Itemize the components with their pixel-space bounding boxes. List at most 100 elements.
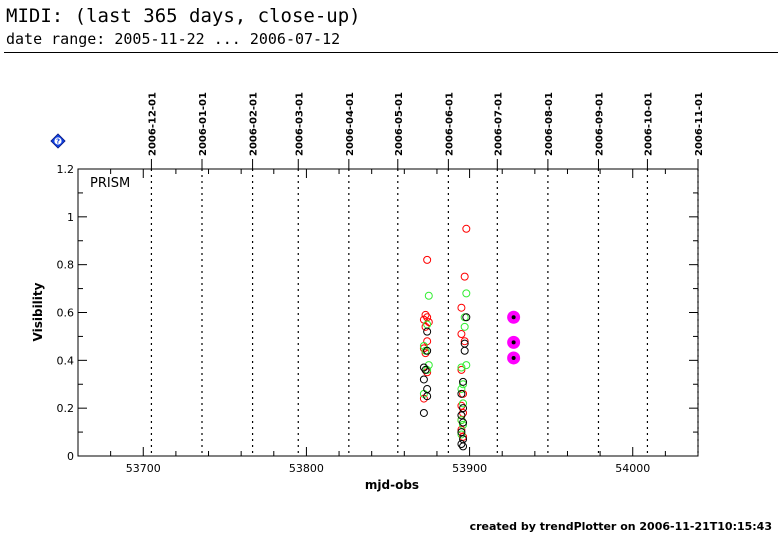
point-black-16 — [457, 428, 466, 437]
point-green-9 — [460, 322, 469, 331]
point-green-14 — [459, 399, 468, 408]
point-red-2 — [423, 313, 432, 322]
highlight-point-0 — [507, 310, 521, 324]
data-points — [419, 224, 521, 451]
help-icon[interactable]: ? — [50, 133, 66, 149]
point-red-0 — [423, 255, 432, 264]
month-label-10: 2006-10-01 — [643, 92, 654, 156]
point-red-13 — [457, 303, 466, 312]
point-red-22 — [459, 432, 468, 441]
highlight-point-center-0 — [511, 315, 516, 320]
x-axis-label: mjd-obs — [365, 478, 419, 492]
point-red-9 — [423, 368, 432, 377]
point-black-5 — [423, 385, 432, 394]
point-green-1 — [423, 320, 432, 329]
month-label-1: 2006-01-01 — [198, 92, 209, 156]
point-green-11 — [457, 363, 466, 372]
x-tick-label-0: 53700 — [126, 462, 161, 475]
month-label-7: 2006-07-01 — [493, 92, 504, 156]
y-tick-label-2: 0.4 — [57, 354, 75, 367]
point-black-7 — [419, 408, 428, 417]
point-black-3 — [421, 365, 430, 374]
point-red-11 — [462, 224, 471, 233]
point-red-16 — [457, 365, 466, 374]
point-black-15 — [459, 418, 468, 427]
y-tick-label-4: 0.8 — [57, 259, 75, 272]
month-label-11: 2006-11-01 — [694, 92, 705, 156]
highlight-point-1 — [507, 335, 521, 349]
header-divider — [4, 52, 778, 53]
point-black-4 — [419, 375, 428, 384]
y-tick-label-1: 0.2 — [57, 402, 75, 415]
month-grid-lines — [150, 159, 699, 456]
point-red-8 — [421, 349, 430, 358]
point-black-19 — [459, 442, 468, 451]
x-tick-label-2: 53900 — [452, 462, 487, 475]
point-black-9 — [460, 339, 469, 348]
point-black-0 — [423, 327, 432, 336]
help-icon-label: ? — [56, 138, 60, 146]
date-range-subtitle: date range: 2005-11-22 ... 2006-07-12 — [6, 30, 341, 48]
point-black-6 — [423, 392, 432, 401]
point-green-7 — [462, 289, 471, 298]
plot-frame — [77, 168, 699, 457]
point-red-1 — [421, 310, 430, 319]
point-black-17 — [459, 435, 468, 444]
y-tick-label-6: 1.2 — [57, 163, 75, 176]
point-red-14 — [457, 330, 466, 339]
point-green-2 — [419, 341, 428, 350]
x-tick-label-1: 53800 — [289, 462, 324, 475]
axis-ticks — [77, 168, 699, 457]
highlight-point-center-2 — [511, 355, 516, 360]
month-label-3: 2006-03-01 — [294, 92, 305, 156]
month-label-2: 2006-02-01 — [249, 92, 260, 156]
point-green-16 — [459, 420, 468, 429]
highlight-point-2 — [507, 351, 521, 365]
point-red-15 — [460, 337, 469, 346]
point-green-10 — [462, 361, 471, 370]
point-black-1 — [423, 346, 432, 355]
point-black-10 — [460, 346, 469, 355]
point-red-6 — [423, 337, 432, 346]
point-red-20 — [457, 416, 466, 425]
y-axis-label: Visibility — [31, 282, 45, 341]
point-green-0 — [424, 291, 433, 300]
point-black-8 — [462, 313, 471, 322]
point-red-7 — [419, 344, 428, 353]
help-icon-disc — [54, 137, 62, 145]
point-green-5 — [423, 365, 432, 374]
point-red-3 — [419, 315, 428, 324]
point-green-13 — [457, 385, 466, 394]
point-green-3 — [421, 346, 430, 355]
point-black-13 — [459, 404, 468, 413]
y-tick-label-3: 0.6 — [57, 307, 75, 320]
month-label-4: 2006-04-01 — [345, 92, 356, 156]
axis-tick-labels: 0 0.2 0.4 0.6 0.8 1 1.2 53700 53800 53900 54000 — [57, 163, 651, 475]
month-label-8: 2006-08-01 — [544, 92, 555, 156]
month-label-0: 2006-12-01 — [147, 92, 158, 156]
y-tick-label-5: 1 — [67, 211, 74, 224]
point-red-21 — [457, 425, 466, 434]
month-label-9: 2006-09-01 — [594, 92, 605, 156]
point-black-14 — [457, 411, 466, 420]
prism-annotation: PRISM — [90, 176, 130, 191]
point-green-15 — [457, 416, 466, 425]
point-green-4 — [424, 361, 433, 370]
point-green-8 — [460, 313, 469, 322]
x-tick-label-3: 54000 — [615, 462, 650, 475]
point-green-17 — [457, 430, 466, 439]
y-tick-label-0: 0 — [67, 450, 74, 463]
point-red-10 — [419, 394, 428, 403]
highlight-point-center-1 — [511, 340, 516, 345]
page-title: MIDI: (last 365 days, close-up) — [6, 5, 361, 27]
point-black-2 — [419, 363, 428, 372]
footer-credit: created by trendPlotter on 2006-11-21T10… — [469, 520, 772, 533]
point-green-12 — [459, 380, 468, 389]
point-black-12 — [457, 389, 466, 398]
month-labels: 2006-12-01 2006-01-01 2006-02-01 2006-03-01… — [147, 92, 705, 156]
point-red-18 — [457, 401, 466, 410]
point-black-11 — [459, 377, 468, 386]
point-green-6 — [419, 389, 428, 398]
point-black-18 — [457, 440, 466, 449]
